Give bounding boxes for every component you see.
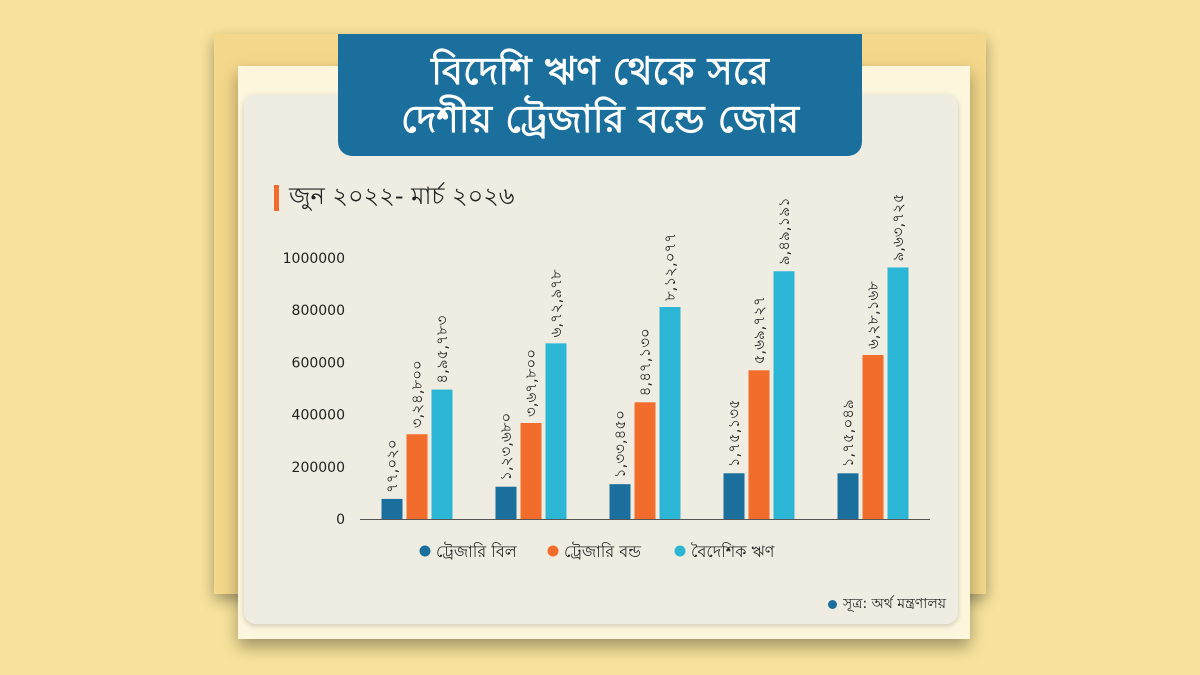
data-label-2-4: ৯,৬৩,৭২৫ — [889, 193, 907, 261]
data-label-0-0: ৭৭,০২০ — [383, 439, 401, 493]
bar-2-1 — [545, 343, 567, 519]
data-label-2-0: ৪,৯৫,৭৮৩ — [433, 315, 451, 383]
title-banner: বিদেশি ঋণ থেকে সরে দেশীয় ট্রেজারি বন্ডে… — [338, 34, 862, 156]
data-label-1-0: ৩,২৪,৮০০ — [408, 360, 426, 428]
subtitle-text: জুন ২০২২- মার্চ ২০২৬ — [289, 182, 515, 210]
y-tick-label: 800000 — [292, 303, 345, 319]
y-tick-label: 1000000 — [283, 251, 345, 267]
chart-card — [244, 94, 958, 624]
y-tick-label: 200000 — [292, 460, 345, 476]
data-label-0-3: ১,৭৫,১৩৫ — [725, 399, 743, 467]
legend-dot-0 — [419, 545, 431, 557]
legend-label-0: ট্রেজারি বিল — [436, 542, 518, 561]
bar-0-4 — [837, 473, 859, 519]
bar-0-0 — [381, 498, 403, 519]
data-label-1-4: ৬,২৮,১৬৮ — [864, 281, 882, 349]
bar-2-3 — [773, 271, 795, 519]
subtitle-marker — [274, 185, 279, 211]
data-label-0-2: ১,৩৩,৪৫০ — [611, 410, 629, 478]
bar-1-2 — [634, 402, 656, 519]
data-label-1-3: ৫,৬৯,৭২৭ — [750, 296, 768, 364]
source-text: সূত্র: অর্থ মন্ত্রণালয় — [842, 596, 946, 612]
bar-1-4 — [862, 355, 884, 519]
legend-dot-1 — [547, 545, 559, 557]
data-label-0-1: ১,২৩,৬৮০ — [497, 413, 515, 481]
bar-1-1 — [520, 423, 542, 519]
y-tick-label: 400000 — [292, 408, 345, 424]
data-label-2-1: ৬,৭২,৯৭৮ — [547, 269, 565, 337]
data-label-2-2: ৮,১২,০৭৭ — [661, 233, 679, 301]
y-tick-label: 0 — [336, 512, 345, 528]
data-label-1-2: ৪,৪৭,১৩০ — [636, 328, 654, 396]
source-dot-icon — [827, 599, 837, 609]
bar-0-2 — [609, 484, 631, 519]
bar-2-2 — [659, 307, 681, 519]
source-note: সূত্র: অর্থ মন্ত্রণালয় — [827, 592, 946, 616]
data-label-0-4: ১,৭৫,০৪৯ — [839, 399, 857, 467]
data-label-1-1: ৩,৬৭,৮০০ — [522, 349, 540, 417]
legend-label-2: বৈদেশিক ঋণ — [691, 542, 775, 561]
bar-1-3 — [748, 370, 770, 519]
bar-2-4 — [887, 267, 909, 519]
legend-dot-2 — [674, 545, 686, 557]
data-label-2-3: ৯,৪৯,১৯১ — [775, 197, 793, 265]
title-line-1: বিদেশি ঋণ থেকে সরে — [431, 49, 769, 93]
bar-0-3 — [723, 473, 745, 519]
title-line-2: দেশীয় ট্রেজারি বন্ডে জোর — [400, 97, 800, 141]
bar-1-0 — [406, 434, 428, 519]
bar-0-1 — [495, 486, 517, 519]
period-subtitle: জুন ২০২২- মার্চ ২০২৬ — [274, 178, 514, 218]
legend-label-1: ট্রেজারি বন্ড — [564, 542, 641, 561]
bar-2-0 — [431, 389, 453, 519]
y-tick-label: 600000 — [292, 355, 345, 371]
